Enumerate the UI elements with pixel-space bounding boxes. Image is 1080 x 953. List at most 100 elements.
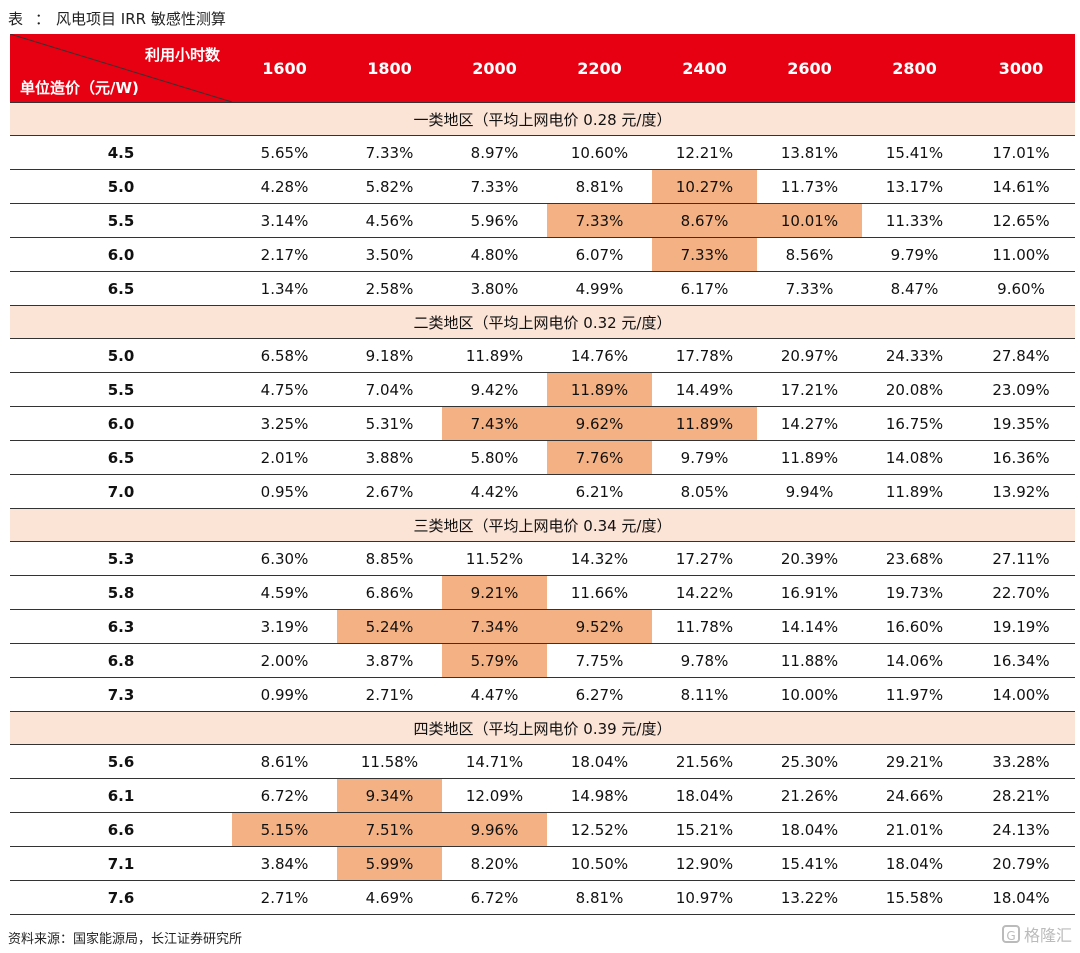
unit-cost-cell: 6.0 — [10, 406, 232, 441]
watermark: G 格隆汇 — [1001, 922, 1072, 946]
irr-value-cell: 20.39% — [757, 541, 862, 576]
irr-value-cell: 18.04% — [547, 744, 652, 779]
irr-value-cell: 14.61% — [967, 169, 1075, 204]
region-header-row: 一类地区（平均上网电价 0.28 元/度） — [10, 102, 1075, 136]
irr-value-cell: 2.71% — [232, 880, 337, 915]
irr-value-cell: 25.30% — [757, 744, 862, 779]
irr-value-cell: 11.78% — [652, 609, 757, 644]
header-hours-cell: 3000 — [998, 58, 1044, 78]
irr-value-cell: 14.06% — [862, 643, 967, 678]
irr-value-cell: 17.78% — [652, 338, 757, 373]
irr-value-cell-highlighted: 10.27% — [652, 169, 757, 204]
irr-value-cell: 14.27% — [757, 406, 862, 441]
region-title: 三类地区（平均上网电价 0.34 元/度） — [10, 508, 1075, 542]
irr-value-cell: 7.33% — [337, 135, 442, 170]
irr-value-cell: 6.72% — [442, 880, 547, 915]
irr-value-cell-highlighted: 5.24% — [337, 609, 442, 644]
irr-value-cell: 15.58% — [862, 880, 967, 915]
irr-value-cell: 10.00% — [757, 677, 862, 712]
irr-value-cell: 7.04% — [337, 372, 442, 407]
region-title: 四类地区（平均上网电价 0.39 元/度） — [10, 711, 1075, 745]
table-row: 6.5 1.34% 2.58% 3.80% 4.99% 6.17% 7.33% 8.47% 9.… — [10, 271, 1075, 306]
irr-value-cell: 29.21% — [862, 744, 967, 779]
irr-value-cell: 14.76% — [547, 338, 652, 373]
irr-value-cell: 23.68% — [862, 541, 967, 576]
irr-value-cell-highlighted: 9.62% — [547, 406, 652, 441]
irr-value-cell: 4.80% — [442, 237, 547, 272]
irr-value-cell: 6.58% — [232, 338, 337, 373]
irr-value-cell: 8.81% — [547, 169, 652, 204]
irr-value-cell: 21.01% — [862, 812, 967, 847]
irr-value-cell: 8.56% — [757, 237, 862, 272]
region-header-row: 四类地区（平均上网电价 0.39 元/度） — [10, 711, 1075, 745]
corner-diagonal-line — [10, 34, 232, 102]
irr-value-cell: 4.99% — [547, 271, 652, 306]
irr-value-cell: 13.81% — [757, 135, 862, 170]
irr-value-cell: 4.56% — [337, 203, 442, 238]
table-row: 5.3 6.30% 8.85% 11.52% 14.32% 17.27% 20.39% 23.… — [10, 541, 1075, 576]
irr-value-cell: 9.18% — [337, 338, 442, 373]
irr-value-cell-highlighted: 7.33% — [652, 237, 757, 272]
irr-value-cell: 1.34% — [232, 271, 337, 306]
irr-value-cell: 2.01% — [232, 440, 337, 475]
irr-value-cell: 11.89% — [442, 338, 547, 373]
irr-value-cell: 6.21% — [547, 474, 652, 509]
irr-value-cell-highlighted: 7.76% — [547, 440, 652, 475]
irr-value-cell: 19.35% — [967, 406, 1075, 441]
irr-value-cell: 3.87% — [337, 643, 442, 678]
irr-value-cell-highlighted: 7.33% — [547, 203, 652, 238]
irr-value-cell: 18.04% — [757, 812, 862, 847]
irr-value-cell-highlighted: 11.89% — [547, 372, 652, 407]
irr-value-cell: 10.50% — [547, 846, 652, 881]
caption-prefix: 表 — [8, 10, 24, 28]
table-row: 7.3 0.99% 2.71% 4.47% 6.27% 8.11% 10.00% 11.97%… — [10, 677, 1075, 712]
irr-value-cell: 15.41% — [862, 135, 967, 170]
irr-value-cell: 21.26% — [757, 778, 862, 813]
irr-value-cell: 20.79% — [967, 846, 1075, 881]
caption-separator: ： — [35, 10, 51, 28]
irr-value-cell: 16.75% — [862, 406, 967, 441]
irr-value-cell: 18.04% — [862, 846, 967, 881]
region-header-row: 三类地区（平均上网电价 0.34 元/度） — [10, 508, 1075, 542]
irr-value-cell: 20.08% — [862, 372, 967, 407]
unit-cost-cell: 6.3 — [10, 609, 232, 644]
table-row: 6.8 2.00% 3.87% 5.79% 7.75% 9.78% 11.88% 14.06%… — [10, 643, 1075, 678]
irr-value-cell: 8.85% — [337, 541, 442, 576]
irr-value-cell: 6.86% — [337, 575, 442, 610]
irr-value-cell: 2.67% — [337, 474, 442, 509]
irr-value-cell: 16.91% — [757, 575, 862, 610]
irr-value-cell: 13.22% — [757, 880, 862, 915]
irr-value-cell: 7.33% — [442, 169, 547, 204]
header-hours-cell: 1800 — [367, 58, 412, 78]
watermark-text: 格隆汇 — [1023, 926, 1072, 945]
irr-value-cell: 3.14% — [232, 203, 337, 238]
irr-value-cell-highlighted: 11.89% — [652, 406, 757, 441]
table-row: 6.1 6.72% 9.34% 12.09% 14.98% 18.04% 21.26% 24.… — [10, 778, 1075, 813]
irr-value-cell: 3.88% — [337, 440, 442, 475]
irr-value-cell: 12.65% — [967, 203, 1075, 238]
table-body: 一类地区（平均上网电价 0.28 元/度） 4.5 5.65% 7.33% 8.97% 1… — [10, 102, 1075, 915]
caption-title: 风电项目 IRR 敏感性测算 — [56, 10, 226, 28]
irr-value-cell: 12.90% — [652, 846, 757, 881]
table-row: 6.5 2.01% 3.88% 5.80% 7.76% 9.79% 11.89% 14.08%… — [10, 440, 1075, 475]
table-caption: 表 ： 风电项目 IRR 敏感性测算 — [8, 8, 226, 29]
irr-value-cell-highlighted: 9.34% — [337, 778, 442, 813]
header-hours-cell: 2600 — [787, 58, 832, 78]
irr-value-cell: 9.79% — [652, 440, 757, 475]
irr-value-cell: 11.58% — [337, 744, 442, 779]
irr-value-cell: 9.94% — [757, 474, 862, 509]
irr-value-cell-highlighted: 7.34% — [442, 609, 547, 644]
irr-value-cell: 4.69% — [337, 880, 442, 915]
irr-value-cell: 8.11% — [652, 677, 757, 712]
unit-cost-cell: 7.1 — [10, 846, 232, 881]
irr-value-cell: 9.60% — [967, 271, 1075, 306]
irr-value-cell: 5.31% — [337, 406, 442, 441]
irr-value-cell: 20.97% — [757, 338, 862, 373]
unit-cost-cell: 6.5 — [10, 271, 232, 306]
unit-cost-cell: 4.5 — [10, 135, 232, 170]
irr-value-cell: 2.58% — [337, 271, 442, 306]
irr-value-cell: 11.33% — [862, 203, 967, 238]
irr-value-cell: 10.60% — [547, 135, 652, 170]
irr-value-cell: 16.36% — [967, 440, 1075, 475]
header-corner-cell: 利用小时数 单位造价（元/W) — [10, 34, 232, 103]
